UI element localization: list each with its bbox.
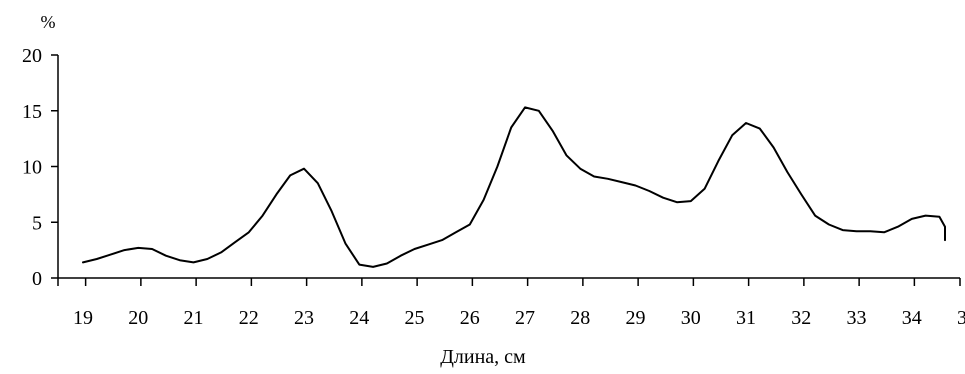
x-tick-label: 24 — [349, 307, 369, 329]
y-tick-label: 10 — [22, 157, 42, 179]
x-tick-label: 28 — [570, 307, 590, 329]
x-tick-label: 31 — [736, 307, 756, 329]
y-tick-label: 5 — [32, 212, 42, 234]
y-tick-label: 0 — [32, 268, 42, 290]
x-tick-label: 34 — [902, 307, 922, 329]
x-tick-label: 29 — [626, 307, 646, 329]
x-axis-label: Длина, см — [440, 346, 526, 368]
x-tick-label: 27 — [515, 307, 535, 329]
x-tick-label: 33 — [847, 307, 867, 329]
x-tick-label: 35 — [957, 307, 965, 329]
x-tick-label: 19 — [73, 307, 93, 329]
series-line — [82, 106, 946, 268]
x-tick-label: 23 — [294, 307, 314, 329]
x-tick-label: 25 — [405, 307, 425, 329]
x-tick-label: 30 — [681, 307, 701, 329]
x-tick-label: 21 — [184, 307, 204, 329]
y-tick-label: 20 — [22, 45, 42, 67]
x-tick-label: 20 — [128, 307, 148, 329]
x-tick-label: 32 — [791, 307, 811, 329]
x-tick-label: 22 — [239, 307, 259, 329]
y-tick-label: 15 — [22, 101, 42, 123]
tick-marks — [51, 54, 961, 286]
tick-labels: 0 5 10 15 20 19 20 21 22 23 24 25 26 27 28 29 30 31 32 33 34… — [22, 45, 965, 329]
y-axis-label: % — [41, 12, 56, 32]
x-tick-label: 26 — [460, 307, 480, 329]
